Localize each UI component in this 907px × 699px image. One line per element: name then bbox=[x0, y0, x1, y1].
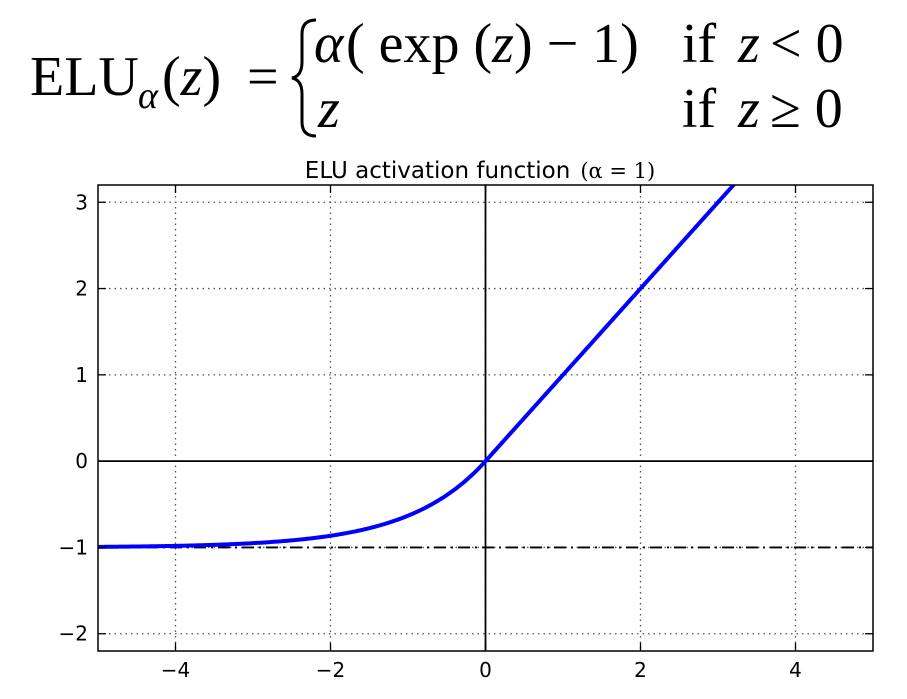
formula-case1-expr: ( exp (z) − 1) bbox=[346, 13, 639, 75]
chart-series-group bbox=[98, 185, 737, 549]
y-tick-label: 1 bbox=[75, 363, 88, 387]
x-tick-label: 0 bbox=[479, 658, 492, 682]
formula-brace bbox=[291, 18, 317, 138]
elu-formula: ELU α (z) = α ( exp (z) − 1) if z < 0 z … bbox=[30, 13, 844, 140]
formula-case2-var: z bbox=[737, 78, 760, 140]
y-tick-label: 2 bbox=[75, 277, 88, 301]
y-tick-label: 3 bbox=[75, 190, 88, 214]
formula-case1-if: if bbox=[682, 13, 717, 75]
y-tick-label: −1 bbox=[59, 535, 88, 559]
elu-chart: ELU activation function (α = 1) −4 −2 0 2 4 … bbox=[59, 158, 874, 682]
y-axis-ticks: 3 2 1 0 −1 −2 bbox=[59, 190, 873, 646]
chart-title: ELU activation function (α = 1) bbox=[305, 158, 655, 184]
x-tick-label: −4 bbox=[161, 658, 190, 682]
formula-lhs-name: ELU bbox=[30, 46, 139, 108]
x-tick-label: −2 bbox=[316, 658, 345, 682]
x-tick-label: 2 bbox=[634, 658, 647, 682]
chart-title-text: ELU activation function bbox=[305, 158, 571, 184]
formula-case2-if: if bbox=[682, 78, 717, 140]
formula-case1-alpha: α bbox=[314, 13, 345, 75]
formula-case1-rel: < 0 bbox=[770, 13, 844, 75]
chart-title-math: (α = 1) bbox=[580, 159, 655, 183]
x-tick-label: 4 bbox=[789, 658, 802, 682]
formula-lhs-arg: (z) bbox=[162, 46, 221, 108]
formula-lhs-subscript: α bbox=[138, 75, 159, 117]
y-tick-label: −2 bbox=[59, 622, 88, 646]
formula-equals: = bbox=[247, 46, 279, 108]
formula-case2-rel: ≥ 0 bbox=[770, 78, 843, 140]
formula-case2-expr: z bbox=[317, 78, 340, 140]
elu-series-line bbox=[98, 185, 737, 549]
x-axis-ticks: −4 −2 0 2 4 bbox=[161, 185, 802, 682]
chart-reference-lines bbox=[98, 185, 873, 651]
formula-case1-var: z bbox=[737, 13, 760, 75]
y-tick-label: 0 bbox=[75, 449, 88, 473]
